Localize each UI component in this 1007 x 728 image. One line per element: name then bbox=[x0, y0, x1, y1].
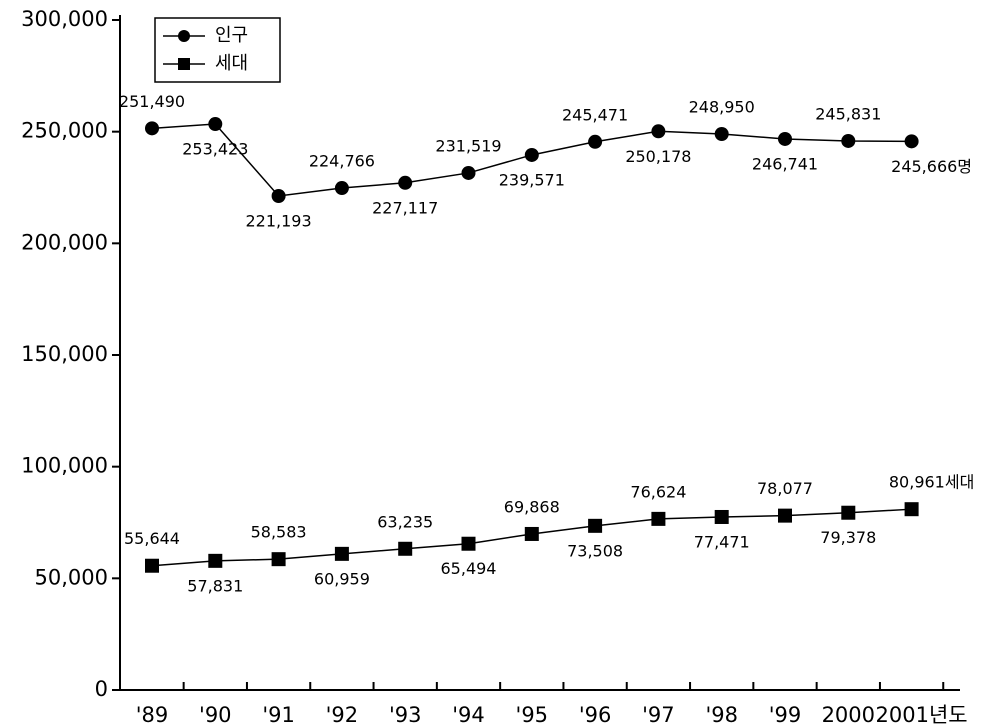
y-tick-label: 200,000 bbox=[21, 230, 108, 254]
x-tick-label: '97 bbox=[642, 703, 675, 727]
value-label: 80,961세대 bbox=[889, 473, 974, 492]
point bbox=[778, 508, 792, 523]
x-tick-label: '92 bbox=[326, 703, 359, 727]
value-label: 248,950 bbox=[689, 98, 755, 117]
point bbox=[271, 552, 286, 567]
value-label: 245,666명 bbox=[891, 157, 972, 176]
y-tick-label: 50,000 bbox=[35, 565, 108, 589]
value-label: 245,831 bbox=[815, 104, 881, 123]
value-label: 69,868 bbox=[504, 497, 560, 516]
value-label: 65,494 bbox=[441, 559, 497, 578]
x-tick-label: '98 bbox=[705, 703, 738, 727]
value-label: 77,471 bbox=[694, 532, 750, 551]
value-label: 221,193 bbox=[246, 212, 312, 231]
point bbox=[461, 165, 476, 180]
value-label: 227,117 bbox=[372, 198, 438, 217]
value-label: 246,741 bbox=[752, 154, 818, 173]
point bbox=[145, 558, 159, 573]
y-tick-label: 300,000 bbox=[21, 7, 108, 31]
point bbox=[334, 546, 349, 561]
point bbox=[588, 134, 603, 149]
x-tick-label: '89 bbox=[136, 703, 169, 727]
x-tick-label: '94 bbox=[452, 703, 485, 727]
point bbox=[398, 541, 413, 556]
value-label: 239,571 bbox=[499, 170, 565, 189]
point bbox=[334, 181, 349, 196]
point bbox=[841, 133, 856, 148]
point bbox=[271, 189, 286, 204]
x-tick-label: '99 bbox=[769, 703, 802, 727]
x-tick-label: 2001년도 bbox=[876, 703, 968, 727]
x-tick-label: '93 bbox=[389, 703, 422, 727]
point bbox=[651, 511, 666, 526]
point bbox=[208, 553, 223, 568]
x-tick-label: '96 bbox=[579, 703, 612, 727]
y-tick-label: 150,000 bbox=[21, 342, 108, 366]
point bbox=[841, 505, 856, 520]
legend-label: 세대 bbox=[215, 53, 248, 74]
x-tick-label: '90 bbox=[199, 703, 232, 727]
value-label: 231,519 bbox=[435, 136, 501, 155]
x-tick-label: '91 bbox=[262, 703, 295, 727]
point bbox=[524, 526, 539, 541]
point bbox=[208, 117, 223, 132]
value-label: 78,077 bbox=[757, 479, 813, 498]
legend-marker bbox=[178, 58, 190, 70]
value-label: 63,235 bbox=[377, 512, 433, 531]
y-tick-label: 0 bbox=[95, 677, 108, 701]
value-label: 76,624 bbox=[630, 482, 686, 501]
value-label: 245,471 bbox=[562, 105, 628, 124]
y-tick-label: 100,000 bbox=[21, 454, 108, 478]
point bbox=[398, 175, 413, 190]
value-label: 60,959 bbox=[314, 569, 370, 588]
point bbox=[588, 518, 603, 533]
point bbox=[778, 131, 792, 146]
value-label: 57,831 bbox=[187, 576, 243, 595]
legend-label: 인구 bbox=[215, 25, 248, 46]
point bbox=[904, 502, 919, 517]
point bbox=[714, 127, 729, 142]
value-label: 73,508 bbox=[567, 541, 623, 560]
point bbox=[714, 509, 729, 524]
legend-marker bbox=[178, 30, 190, 42]
legend-box bbox=[154, 17, 281, 83]
value-label: 251,490 bbox=[119, 92, 185, 111]
value-label: 250,178 bbox=[625, 147, 691, 166]
point bbox=[651, 124, 666, 139]
point bbox=[904, 134, 919, 149]
point bbox=[145, 121, 159, 136]
x-tick-label: '95 bbox=[516, 703, 549, 727]
value-label: 55,644 bbox=[124, 529, 180, 548]
y-tick-label: 250,000 bbox=[21, 119, 108, 143]
value-label: 79,378 bbox=[820, 528, 876, 547]
value-label: 253,423 bbox=[182, 140, 248, 159]
value-label: 224,766 bbox=[309, 152, 375, 171]
point bbox=[524, 147, 539, 162]
point bbox=[461, 536, 476, 551]
value-label: 58,583 bbox=[251, 523, 307, 542]
x-tick-label: 2000 bbox=[822, 703, 875, 727]
